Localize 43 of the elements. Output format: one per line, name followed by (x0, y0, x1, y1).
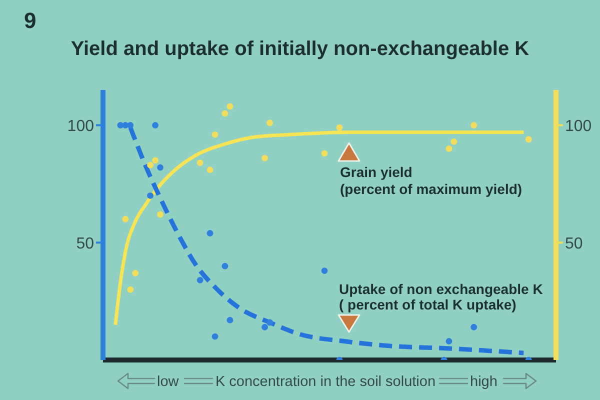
annotation: Uptake of non exchangeable K ( percent of total K uptake) (339, 281, 543, 312)
point (525, 136, 532, 143)
point (206, 230, 214, 236)
point (470, 324, 478, 330)
point (262, 154, 268, 162)
point (470, 122, 478, 128)
point (147, 192, 154, 199)
point (152, 122, 158, 128)
point (262, 324, 268, 330)
point (117, 122, 124, 128)
point (266, 319, 273, 326)
point (226, 103, 234, 110)
chart-title: Yield and uptake of initially non-exchangeable K (70, 38, 530, 60)
point (157, 164, 164, 171)
point (127, 122, 134, 128)
point (196, 160, 204, 166)
text: 9 (24, 8, 36, 33)
point (266, 120, 273, 126)
point (321, 268, 328, 274)
point (222, 262, 228, 270)
y2-tick-label: 50 (565, 235, 583, 252)
annotation: Grain yield (percent of maximum yield) (340, 164, 522, 197)
point (446, 145, 452, 152)
point (212, 131, 218, 138)
point (147, 162, 154, 168)
point (152, 157, 158, 164)
point (336, 124, 343, 131)
text: high (470, 374, 498, 390)
point (206, 166, 214, 174)
point (196, 276, 204, 284)
point (212, 333, 218, 340)
point (226, 316, 234, 324)
point (446, 338, 452, 344)
point (122, 216, 129, 222)
x-axis-title: K concentration in the soil solution (215, 374, 436, 390)
point (127, 286, 134, 293)
point (321, 150, 328, 157)
point (222, 110, 228, 117)
y2-tick-label: 100 (565, 118, 592, 135)
point (132, 270, 139, 276)
text: low (157, 374, 180, 390)
point (157, 211, 164, 218)
point (450, 138, 458, 145)
